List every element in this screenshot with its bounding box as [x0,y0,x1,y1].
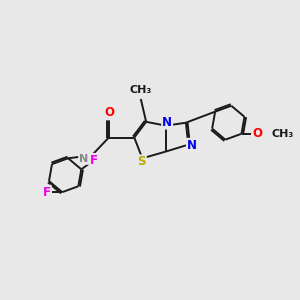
Text: N: N [162,116,172,129]
Text: N: N [187,139,197,152]
Text: NH: NH [79,154,98,164]
Text: F: F [90,154,98,167]
Text: S: S [137,155,146,168]
Text: CH₃: CH₃ [130,85,152,94]
Text: F: F [43,186,51,199]
Text: O: O [104,106,114,119]
Text: CH₃: CH₃ [271,129,293,139]
Text: O: O [252,127,262,140]
